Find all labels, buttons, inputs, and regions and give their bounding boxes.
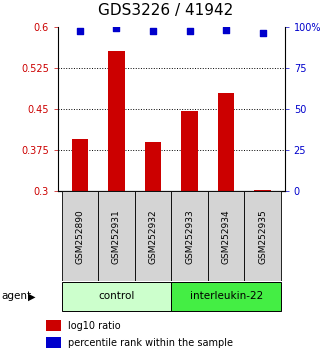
- Text: agent: agent: [2, 291, 32, 302]
- Text: percentile rank within the sample: percentile rank within the sample: [68, 338, 233, 348]
- Bar: [218, 93, 234, 191]
- Bar: [171, 282, 281, 311]
- Text: control: control: [98, 291, 135, 302]
- Text: ▶: ▶: [28, 291, 36, 302]
- Text: GSM252931: GSM252931: [112, 209, 121, 264]
- Bar: [46, 337, 61, 348]
- Text: GSM252933: GSM252933: [185, 209, 194, 264]
- Bar: [208, 191, 244, 281]
- Point: [114, 25, 119, 31]
- Text: GSM252935: GSM252935: [258, 209, 267, 264]
- Bar: [135, 191, 171, 281]
- Bar: [255, 190, 271, 191]
- Bar: [145, 142, 161, 191]
- Bar: [46, 320, 61, 331]
- Text: GSM252932: GSM252932: [149, 209, 158, 264]
- Bar: [71, 139, 88, 191]
- Bar: [244, 191, 281, 281]
- Point: [150, 29, 156, 34]
- Text: GSM252934: GSM252934: [222, 209, 231, 264]
- Point: [260, 30, 265, 36]
- Bar: [108, 51, 125, 191]
- Text: GDS3226 / 41942: GDS3226 / 41942: [98, 3, 233, 18]
- Point: [77, 29, 82, 34]
- Point: [187, 29, 192, 34]
- Bar: [62, 191, 98, 281]
- Bar: [98, 191, 135, 281]
- Bar: [181, 110, 198, 191]
- Bar: [62, 282, 171, 311]
- Bar: [171, 191, 208, 281]
- Text: GSM252890: GSM252890: [75, 209, 84, 264]
- Text: interleukin-22: interleukin-22: [190, 291, 263, 302]
- Text: log10 ratio: log10 ratio: [68, 321, 121, 331]
- Point: [223, 27, 229, 33]
